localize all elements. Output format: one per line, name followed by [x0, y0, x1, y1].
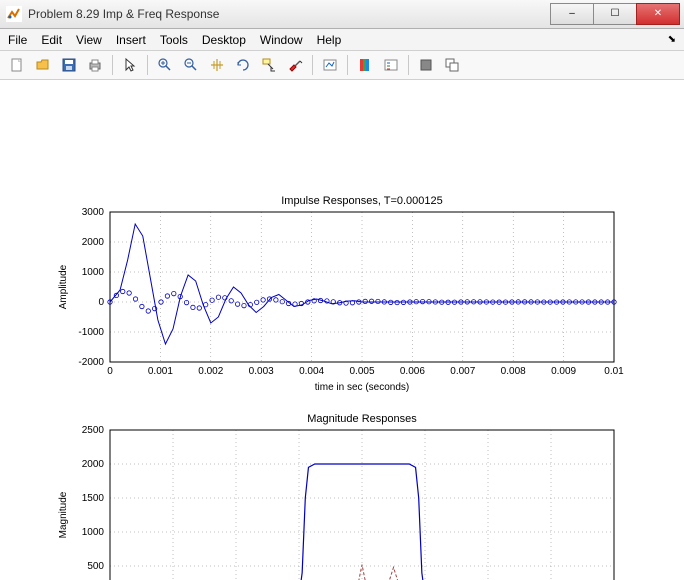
toolbar-separator [347, 55, 348, 75]
colorbar-button[interactable] [354, 54, 376, 76]
new-button[interactable] [6, 54, 28, 76]
menu-tools[interactable]: Tools [160, 33, 188, 47]
plot-canvas: 0 0.001 0.002 0.003 0.004 0.005 0.006 0.007 0.00… [0, 80, 684, 580]
svg-text:0.005: 0.005 [349, 366, 374, 377]
zoom-out-button[interactable] [180, 54, 202, 76]
svg-text:Impulse Responses, T=0.000125: Impulse Responses, T=0.000125 [281, 195, 443, 207]
svg-text:0.007: 0.007 [450, 366, 475, 377]
svg-text:Magnitude Responses: Magnitude Responses [307, 413, 417, 425]
svg-text:-2000: -2000 [78, 357, 104, 368]
hide-tools-button[interactable] [415, 54, 437, 76]
menu-window[interactable]: Window [260, 33, 303, 47]
show-tools-button[interactable] [441, 54, 463, 76]
svg-text:0.006: 0.006 [400, 366, 425, 377]
pointer-button[interactable] [119, 54, 141, 76]
svg-text:500: 500 [87, 561, 104, 572]
datacursor-button[interactable] [258, 54, 280, 76]
svg-text:2000: 2000 [82, 459, 105, 470]
svg-text:0.01: 0.01 [604, 366, 624, 377]
window-title: Problem 8.29 Imp & Freq Response [28, 7, 551, 21]
toolbar-separator [312, 55, 313, 75]
menubar: File Edit View Insert Tools Desktop Wind… [0, 29, 684, 52]
svg-text:Magnitude: Magnitude [58, 491, 69, 538]
svg-text:0.009: 0.009 [551, 366, 576, 377]
save-button[interactable] [58, 54, 80, 76]
svg-text:-1000: -1000 [78, 327, 104, 338]
menu-insert[interactable]: Insert [116, 33, 146, 47]
matlab-icon [6, 6, 22, 22]
maximize-button[interactable]: ☐ [593, 3, 637, 25]
zoom-in-button[interactable] [154, 54, 176, 76]
svg-text:2500: 2500 [82, 425, 105, 436]
svg-text:2000: 2000 [82, 237, 105, 248]
svg-text:Amplitude: Amplitude [58, 264, 69, 309]
link-button[interactable] [319, 54, 341, 76]
open-button[interactable] [32, 54, 54, 76]
menu-edit[interactable]: Edit [41, 33, 62, 47]
brush-button[interactable] [284, 54, 306, 76]
titlebar: Problem 8.29 Imp & Freq Response – ☐ ✕ [0, 0, 684, 29]
svg-text:1500: 1500 [82, 493, 105, 504]
menu-file[interactable]: File [8, 33, 27, 47]
dock-toggle[interactable]: ⬊ [668, 34, 676, 45]
svg-text:0: 0 [98, 297, 104, 308]
legend-button[interactable] [380, 54, 402, 76]
window-controls: – ☐ ✕ [551, 3, 680, 25]
pan-button[interactable] [206, 54, 228, 76]
close-button[interactable]: ✕ [636, 3, 680, 25]
toolbar [0, 51, 684, 80]
svg-text:0.001: 0.001 [148, 366, 173, 377]
svg-text:0: 0 [107, 366, 113, 377]
menu-desktop[interactable]: Desktop [202, 33, 246, 47]
svg-text:1000: 1000 [82, 527, 105, 538]
toolbar-separator [408, 55, 409, 75]
figure-area: 0 0.001 0.002 0.003 0.004 0.005 0.006 0.007 0.00… [0, 80, 684, 580]
minimize-button[interactable]: – [550, 3, 594, 25]
svg-text:3000: 3000 [82, 207, 105, 218]
toolbar-separator [147, 55, 148, 75]
toolbar-separator [112, 55, 113, 75]
rotate-button[interactable] [232, 54, 254, 76]
print-button[interactable] [84, 54, 106, 76]
menu-view[interactable]: View [76, 33, 102, 47]
menu-help[interactable]: Help [317, 33, 342, 47]
figure-window: Problem 8.29 Imp & Freq Response – ☐ ✕ F… [0, 0, 684, 580]
svg-text:0.008: 0.008 [501, 366, 526, 377]
svg-text:time in sec (seconds): time in sec (seconds) [315, 382, 409, 393]
svg-text:1000: 1000 [82, 267, 105, 278]
svg-text:0.004: 0.004 [299, 366, 324, 377]
svg-text:0.003: 0.003 [249, 366, 274, 377]
svg-text:0.002: 0.002 [198, 366, 223, 377]
